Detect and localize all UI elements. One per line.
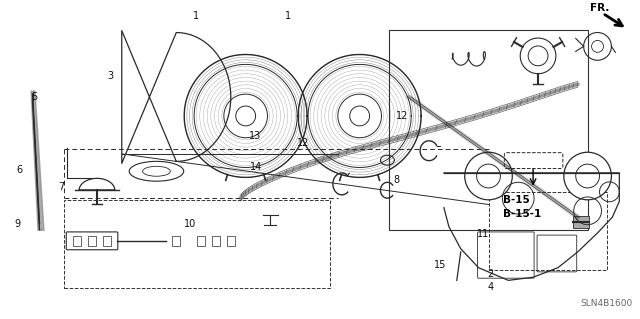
- Bar: [573, 216, 589, 228]
- Text: 8: 8: [394, 175, 400, 185]
- Text: 4: 4: [488, 282, 493, 292]
- Text: 13: 13: [249, 131, 261, 142]
- Text: 7: 7: [59, 182, 65, 192]
- Bar: [103, 236, 111, 246]
- Bar: [172, 236, 180, 246]
- Bar: [389, 30, 588, 230]
- Text: B-15-1: B-15-1: [504, 209, 541, 219]
- Bar: [197, 236, 205, 246]
- Text: SLN4B1600: SLN4B1600: [580, 300, 632, 308]
- Circle shape: [564, 152, 611, 200]
- Text: 14: 14: [250, 162, 262, 172]
- Text: 5: 5: [31, 92, 38, 102]
- Text: 11: 11: [477, 229, 490, 239]
- Text: 10: 10: [184, 219, 196, 229]
- Bar: [73, 236, 81, 246]
- Text: 2: 2: [488, 269, 493, 279]
- Text: 12: 12: [396, 111, 408, 121]
- Text: 3: 3: [108, 71, 114, 81]
- Bar: [64, 200, 330, 288]
- Text: 9: 9: [14, 219, 20, 229]
- Bar: [227, 236, 235, 246]
- Bar: [212, 236, 220, 246]
- Bar: [488, 192, 607, 270]
- Text: 12: 12: [296, 138, 309, 148]
- Text: 1: 1: [285, 11, 291, 21]
- Text: FR.: FR.: [589, 3, 609, 13]
- Text: 15: 15: [434, 260, 447, 270]
- Circle shape: [465, 152, 512, 200]
- Text: B-15: B-15: [504, 195, 530, 205]
- Text: 1: 1: [193, 11, 199, 21]
- Bar: [88, 236, 96, 246]
- Text: 6: 6: [17, 165, 23, 175]
